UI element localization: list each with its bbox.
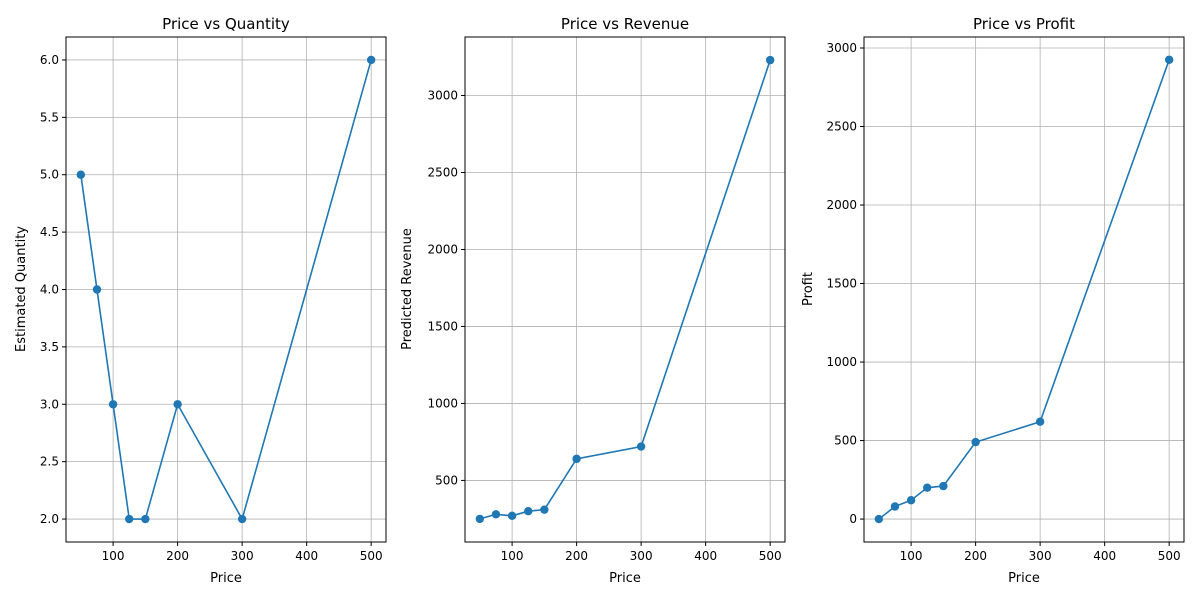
y-tick-label: 5.5 [40,110,59,124]
chart-panel-profit: Price vs Profit Price Profit 100 200 300 40… [801,15,1185,586]
y-tick-label: 2500 [427,165,458,179]
y-tick-label: 1000 [427,396,458,410]
y-tick-label: 5.0 [40,168,59,182]
x-tick-label: 400 [295,549,318,563]
x-tick-label: 300 [1029,549,1052,563]
data-point [507,511,517,521]
y-tick-label: 3.0 [40,397,59,411]
data-point [108,400,118,409]
data-point [491,510,501,519]
y-tick-label: 3000 [826,41,857,55]
chart-title: Price vs Profit [973,15,1075,33]
data-point [572,454,581,464]
data-point [92,285,102,294]
y-tick-label: 2.0 [40,512,59,526]
x-tick-label: 100 [501,549,524,563]
data-point [524,507,533,516]
y-tick-label: 4.5 [40,225,59,239]
y-axis-label: Predicted Revenue [400,228,415,350]
y-tick-label: 2000 [427,242,458,256]
x-tick-label: 200 [166,549,189,563]
data-point [874,514,884,524]
data-point [76,170,86,179]
data-point [1035,417,1045,426]
y-tick-label: 1000 [826,355,857,369]
x-tick-label: 200 [964,549,987,563]
axes-frame [863,36,1185,543]
y-tick-label: 500 [435,473,458,487]
x-axis-label: Price [210,571,242,586]
y-tick-label: 500 [834,434,857,448]
chart-panel-quantity: Price vs Quantity Price Estimated Quanti… [14,15,387,586]
y-tick-label: 4.0 [40,283,59,297]
y-axis-label: Estimated Quantity [14,226,29,352]
series-line [479,59,771,520]
data-point [141,514,150,524]
y-tick-label: 6.0 [40,53,59,67]
x-tick-label: 400 [694,549,717,563]
data-point [636,442,646,451]
data-point [939,481,948,491]
y-tick-label: 3000 [427,89,458,103]
y-tick-label: 2000 [826,198,857,212]
data-point [366,55,376,65]
data-point [540,505,549,514]
data-point [906,496,916,505]
y-axis-label: Profit [801,272,816,306]
y-tick-label: 1500 [826,277,857,291]
series-line [878,59,1170,520]
x-tick-label: 300 [231,549,254,563]
y-tick-label: 1500 [427,319,458,333]
chart-title: Price vs Quantity [162,15,290,33]
x-tick-label: 100 [900,549,923,563]
axes-frame [464,36,786,543]
data-point [237,514,247,524]
x-tick-label: 500 [360,549,383,563]
data-point [890,502,900,511]
data-point [765,55,775,65]
data-point [173,400,182,409]
data-point [971,437,980,447]
x-tick-label: 500 [759,549,782,563]
y-tick-label: 2500 [826,120,857,134]
data-point [923,483,932,492]
x-tick-label: 200 [565,549,588,563]
data-point [125,514,134,524]
series-line [80,59,372,522]
x-tick-label: 500 [1158,549,1181,563]
y-tick-label: 3.5 [40,340,59,354]
data-point [475,514,485,524]
x-tick-label: 300 [630,549,653,563]
x-tick-label: 400 [1093,549,1116,563]
data-point [1164,55,1174,64]
chart-panel-revenue: Price vs Revenue Price Predicted Revenue… [400,15,786,586]
y-tick-label: 2.5 [40,455,59,469]
x-axis-label: Price [609,571,641,586]
x-axis-label: Price [1008,571,1040,586]
x-tick-label: 100 [102,549,125,563]
chart-title: Price vs Revenue [561,15,689,33]
y-tick-label: 0 [849,512,857,526]
